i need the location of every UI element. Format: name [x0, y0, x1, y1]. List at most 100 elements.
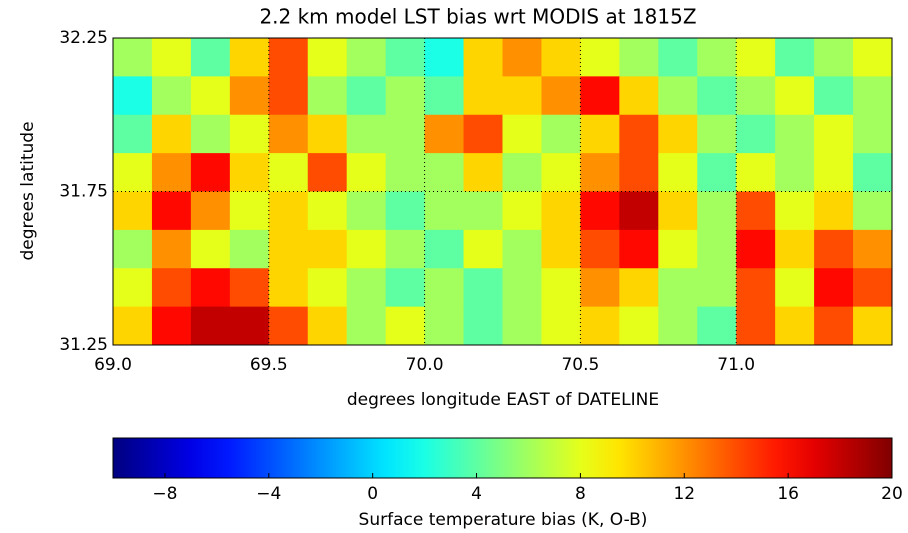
heatmap-cell — [619, 76, 659, 116]
heatmap-cell — [463, 229, 503, 269]
heatmap-cell — [541, 191, 581, 231]
heatmap-cell — [190, 229, 231, 269]
colorbar-tick-label: 0 — [367, 484, 378, 504]
colorbar-tick-label: 12 — [673, 484, 695, 504]
heatmap-cell — [775, 268, 815, 308]
heatmap-cell — [229, 191, 270, 231]
heatmap-cell — [814, 38, 854, 77]
heatmap-cell — [658, 153, 698, 192]
heatmap-cell — [502, 38, 542, 77]
heatmap-cell — [580, 229, 620, 269]
heatmap-cell — [580, 114, 620, 154]
heatmap-cell — [541, 38, 581, 77]
heatmap-cell — [580, 38, 620, 77]
heatmap-cell — [113, 306, 153, 346]
heatmap-cell — [385, 114, 426, 154]
heatmap-cell — [619, 38, 659, 77]
heatmap-cell — [502, 153, 542, 192]
heatmap-cell — [346, 306, 387, 346]
colorbar-tick-label: −4 — [256, 484, 281, 504]
heatmap-cell — [697, 306, 737, 346]
heatmap-cell — [697, 153, 737, 192]
heatmap-cell — [385, 76, 426, 116]
heatmap-cell — [113, 229, 153, 269]
heatmap-cell — [424, 191, 465, 231]
heatmap-cell — [580, 191, 620, 231]
heatmap-cell — [697, 268, 737, 308]
heatmap-cell — [151, 114, 192, 154]
heatmap-cell — [307, 76, 348, 116]
heatmap-cell — [463, 306, 503, 346]
heatmap-cell — [229, 229, 270, 269]
heatmap-cell — [580, 153, 620, 192]
heatmap-cell — [268, 229, 309, 269]
heatmap-cell — [736, 268, 776, 308]
heatmap-cell — [775, 76, 815, 116]
heatmap-cell — [307, 153, 348, 192]
heatmap-cell — [151, 268, 192, 308]
heatmap-cell — [736, 153, 776, 192]
y-tick-label: 31.25 — [59, 335, 108, 355]
heatmap-cell — [658, 114, 698, 154]
heatmap-cell — [736, 229, 776, 269]
colorbar-label: Surface temperature bias (K, O-B) — [359, 510, 648, 530]
heatmap-cell — [307, 268, 348, 308]
heatmap-cell — [736, 191, 776, 231]
heatmap-cell — [619, 229, 659, 269]
heatmap-cell — [229, 306, 270, 346]
heatmap-cell — [151, 153, 192, 192]
heatmap-cell — [346, 229, 387, 269]
heatmap-cell — [853, 114, 893, 154]
heatmap-cell — [541, 114, 581, 154]
heatmap-cell — [775, 114, 815, 154]
heatmap-cell — [307, 306, 348, 346]
heatmap-cell — [502, 268, 542, 308]
heatmap-cell — [424, 76, 465, 116]
heatmap-cell — [814, 268, 854, 308]
heatmap-cell — [385, 153, 426, 192]
heatmap-cell — [736, 114, 776, 154]
heatmap-cell — [697, 191, 737, 231]
heatmap-cell — [113, 114, 153, 154]
heatmap-cell — [424, 114, 465, 154]
heatmap-cell — [814, 229, 854, 269]
heatmap-cell — [424, 268, 465, 308]
heatmap-cell — [385, 38, 426, 77]
x-tick-label: 69.5 — [250, 355, 288, 375]
heatmap-cell — [736, 38, 776, 77]
colorbar-tick-label: 20 — [881, 484, 903, 504]
heatmap-cell — [424, 38, 465, 77]
heatmap-cell — [190, 76, 231, 116]
heatmap-cell — [268, 268, 309, 308]
heatmap-cell — [853, 153, 893, 192]
heatmap-cell — [463, 191, 503, 231]
heatmap-cell — [775, 229, 815, 269]
heatmap-cell — [502, 76, 542, 116]
heatmap-cell — [268, 76, 309, 116]
heatmap-cell — [268, 191, 309, 231]
heatmap-cell — [502, 306, 542, 346]
heatmap-cell — [346, 191, 387, 231]
heatmap-cell — [346, 38, 387, 77]
x-tick-label: 70.5 — [561, 355, 599, 375]
heatmap-cell — [190, 114, 231, 154]
heatmap-cell — [619, 306, 659, 346]
heatmap-cell — [697, 38, 737, 77]
heatmap-cell — [385, 306, 426, 346]
heatmap-cell — [814, 306, 854, 346]
heatmap-cell — [853, 306, 893, 346]
heatmap-cell — [580, 268, 620, 308]
heatmap-cell — [658, 306, 698, 346]
heatmap-cell — [190, 306, 231, 346]
heatmap-cell — [853, 191, 893, 231]
heatmap-cell — [268, 306, 309, 346]
heatmap-cell — [385, 229, 426, 269]
colorbar — [112, 437, 893, 479]
heatmap-cell — [541, 306, 581, 346]
heatmap-cell — [346, 153, 387, 192]
heatmap-cell — [619, 153, 659, 192]
x-axis-label: degrees longitude EAST of DATELINE — [347, 390, 659, 410]
heatmap-cell — [697, 76, 737, 116]
y-axis-label: degrees latitude — [18, 121, 38, 260]
heatmap-cell — [853, 38, 893, 77]
